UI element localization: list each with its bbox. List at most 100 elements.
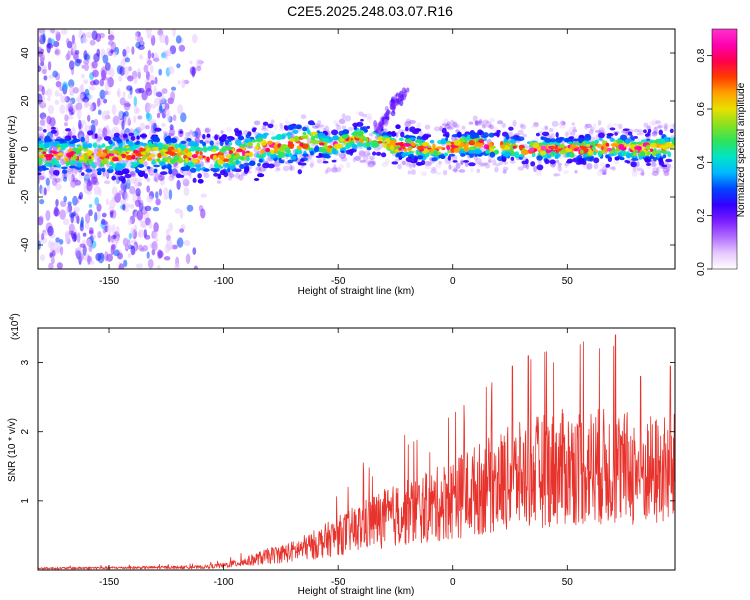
spectrogram-cell <box>136 209 144 221</box>
spectrogram-cell <box>318 142 325 146</box>
spectrogram-cell <box>38 175 45 180</box>
spectrogram-cell <box>394 98 400 106</box>
spectrogram-cell <box>646 151 652 155</box>
spectrogram-cell <box>560 120 565 126</box>
spectrogram-cell <box>284 154 291 157</box>
spectrogram-cell <box>658 157 664 163</box>
spectrogram-cell <box>265 147 271 153</box>
spectrogram-cell <box>242 143 248 148</box>
spectrogram-cell <box>260 148 265 155</box>
spectrogram-cell <box>553 173 561 177</box>
spectrogram-cell <box>444 131 450 138</box>
spectrogram-cell <box>639 151 646 157</box>
spectrogram-cell <box>97 109 102 116</box>
spectrogram-cell <box>162 130 169 135</box>
x-tick-label: -100 <box>214 577 234 588</box>
spectrogram-cell <box>564 132 569 137</box>
spectrogram-cell <box>395 124 401 129</box>
spectrogram-cell <box>177 104 184 115</box>
spectrogram-cell <box>349 140 355 145</box>
spectrogram-cell <box>130 135 136 141</box>
spectrogram-cell <box>67 115 74 120</box>
spectrogram-cell <box>311 131 318 136</box>
spectrogram-cell <box>239 163 245 170</box>
spectrogram-cell <box>68 204 72 213</box>
spectrogram-cell <box>151 52 155 59</box>
spectrogram-cell <box>255 166 262 171</box>
spectrogram-cell <box>669 128 674 134</box>
spectrogram-cell <box>533 142 539 149</box>
spectrogram-cell <box>254 135 259 139</box>
spectrogram-cell <box>448 164 452 170</box>
spectrogram-cell <box>169 124 174 131</box>
spectrogram-cell <box>151 240 158 252</box>
spectrogram-cell <box>492 159 497 166</box>
spectrogram-cell <box>119 66 126 76</box>
spectrogram-cell <box>59 209 66 220</box>
spectrogram-cell <box>645 144 651 151</box>
spectrogram-cell <box>397 163 402 170</box>
spectrogram-cell <box>42 95 46 106</box>
spectrogram-cell <box>62 176 68 182</box>
spectrogram-cell <box>520 124 527 130</box>
spectrogram-cell <box>149 167 155 176</box>
spectrogram-cell <box>309 162 314 168</box>
spectrogram-cell <box>447 150 451 154</box>
spectrogram-cell <box>138 170 145 178</box>
spectrogram-cell <box>54 160 60 166</box>
spectrogram-cell <box>104 81 110 92</box>
spectrogram-cell <box>112 156 119 162</box>
spectrogram-cell <box>90 119 95 124</box>
spectrogram-cell <box>614 156 620 161</box>
spectrogram-cell <box>333 164 337 170</box>
spectrogram-cell <box>169 245 174 251</box>
spectrogram-cell <box>372 141 380 148</box>
spectrogram-cell <box>60 143 67 149</box>
spectrogram-cell <box>172 164 179 169</box>
spectrogram-cell <box>203 168 210 172</box>
spectrogram-cell <box>94 212 98 222</box>
spectrogram-cell <box>103 136 112 141</box>
spectrogram-cell <box>109 210 115 215</box>
spectrogram-cell <box>432 143 436 149</box>
spectrogram-cell <box>300 135 308 140</box>
spectrogram-cell <box>343 134 350 138</box>
spectrogram-cell <box>109 166 113 170</box>
spectrogram-cell <box>131 46 135 55</box>
spectrogram-cell <box>70 212 74 224</box>
spectrogram-cell <box>559 144 566 149</box>
spectrogram-cell <box>38 215 44 222</box>
spectrogram-cell <box>598 127 605 133</box>
spectrogram-cell <box>76 58 83 64</box>
spectrogram-cell <box>570 143 576 150</box>
spectrogram-cell <box>649 142 658 148</box>
spectrogram-cell <box>71 127 76 137</box>
spectrogram-cell <box>84 134 89 143</box>
spectrogram-cell <box>87 130 94 136</box>
spectrogram-cell <box>353 144 358 150</box>
spectrogram-cell <box>204 127 212 134</box>
spectrogram-cell <box>245 133 251 139</box>
spectrogram-cell <box>315 123 321 129</box>
spectrogram-cell <box>460 160 464 165</box>
spectrogram-cell <box>442 169 448 176</box>
spectrogram-cell <box>58 92 63 97</box>
spectrogram-cell <box>476 168 481 174</box>
spectrogram-cell <box>485 121 492 128</box>
spectrogram-cell <box>451 165 455 172</box>
spectrogram-cell <box>397 93 403 99</box>
spectrogram-cell <box>146 177 150 182</box>
spectrogram-cell <box>237 135 245 141</box>
spectrogram-cell <box>468 140 476 146</box>
spectrogram-cell <box>94 133 98 139</box>
spectrogram-cell <box>572 138 578 142</box>
spectrogram-cell <box>206 146 214 151</box>
spectrogram-cell <box>662 167 670 173</box>
spectrogram-cell <box>149 144 156 148</box>
spectrogram-cell <box>396 153 401 157</box>
spectrogram-cell <box>191 158 198 164</box>
spectrogram-cell <box>195 146 202 152</box>
spectrogram-cell <box>93 118 99 127</box>
spectrogram-cell <box>555 132 559 138</box>
spectrogram-cell <box>46 43 54 49</box>
